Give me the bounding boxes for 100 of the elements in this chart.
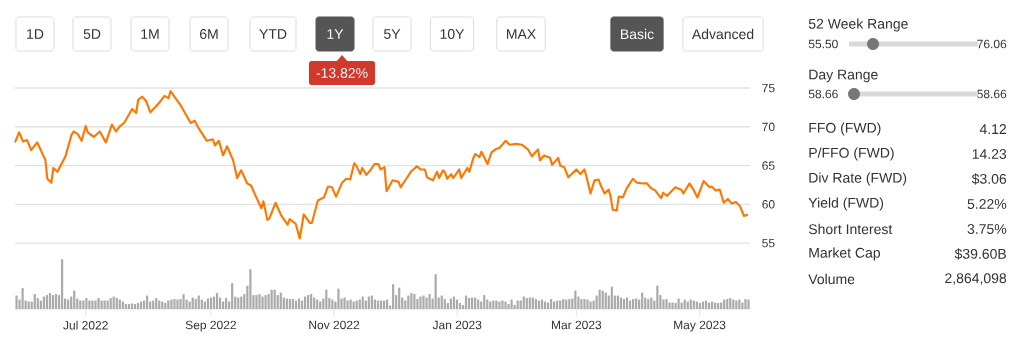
- text: $3.06: [971, 173, 1007, 185]
- bar: [501, 300, 504, 309]
- bar: [307, 295, 310, 309]
- bar: [97, 298, 100, 309]
- text: Market Cap: [809, 247, 881, 261]
- bar: [182, 294, 185, 309]
- text: 1Y: [327, 29, 344, 39]
- bar: [94, 300, 97, 309]
- bar: [656, 285, 659, 309]
- bar: [51, 295, 55, 309]
- text: Advanced: [691, 28, 754, 40]
- bar: [343, 297, 346, 309]
- bar: [483, 295, 486, 309]
- bar: [15, 295, 18, 309]
- text: 2,864,098: [945, 273, 1007, 285]
- text: 10Y: [440, 29, 465, 39]
- bar: [589, 301, 592, 309]
- text: $39.60B: [954, 248, 1006, 260]
- text: Volume: [808, 273, 855, 285]
- bar: [54, 294, 58, 309]
- text: Basic: [621, 28, 654, 40]
- x-tick-label: Jul 2022: [63, 320, 108, 330]
- line-series: [13, 90, 750, 240]
- bar: [127, 304, 130, 309]
- bar: [498, 301, 501, 309]
- text: 1M: [141, 29, 159, 39]
- bar: [662, 299, 665, 309]
- y-tick-label: 55: [762, 238, 775, 248]
- bar: [173, 299, 176, 309]
- bar: [255, 295, 258, 309]
- text: 58.66: [808, 89, 838, 99]
- bar: [434, 274, 437, 309]
- bar: [413, 294, 416, 309]
- bar: [258, 294, 261, 309]
- bar: [674, 303, 677, 309]
- bar: [267, 294, 270, 309]
- text: Short Interest: [808, 223, 893, 235]
- text: 5Y: [384, 29, 401, 39]
- bar: [610, 286, 613, 309]
- x-tick-label: May 2023: [674, 320, 726, 332]
- y-tick-label: 70: [762, 122, 775, 132]
- x-tick-label: Jan 2023: [432, 320, 482, 330]
- text: 6M: [200, 29, 218, 39]
- bar: [422, 295, 425, 309]
- bar: [60, 259, 64, 309]
- text: 1D: [27, 29, 44, 39]
- bar: [583, 299, 586, 309]
- bar: [33, 294, 36, 309]
- bar: [419, 296, 422, 309]
- text: 76.06: [977, 39, 1007, 49]
- bar: [73, 290, 76, 309]
- bar: [507, 304, 510, 309]
- bar: [231, 283, 234, 309]
- text: 5D: [83, 29, 101, 39]
- bar: [249, 269, 252, 309]
- bar: [744, 299, 747, 309]
- text: YTD: [259, 29, 287, 39]
- text: 3.75%: [967, 224, 1007, 234]
- text: Day Range: [809, 69, 878, 83]
- bar: [337, 288, 340, 309]
- text: 52 Week Range: [808, 18, 908, 32]
- bar: [580, 299, 583, 309]
- bar: [392, 284, 395, 309]
- text: MAX: [506, 29, 536, 39]
- bar: [592, 300, 595, 309]
- text: -13.82%: [316, 68, 368, 78]
- bar: [261, 296, 264, 309]
- bar: [443, 299, 446, 309]
- text: FFO (FWD): [809, 122, 881, 136]
- y-tick-label: 60: [762, 200, 775, 209]
- text: 5.22%: [967, 199, 1007, 209]
- bar: [48, 293, 52, 309]
- bar: [574, 290, 577, 309]
- text: 4.12: [979, 124, 1007, 134]
- bar: [21, 288, 24, 309]
- bar: [446, 303, 449, 309]
- bar: [88, 300, 91, 309]
- y-tick-label: 65: [762, 161, 775, 170]
- text: P/FFO (FWD): [809, 147, 894, 161]
- x-tick-label: Nov 2022: [309, 320, 360, 330]
- text: 55.50: [808, 39, 838, 49]
- y-tick-label: 75: [762, 83, 775, 93]
- bar: [665, 299, 668, 309]
- bar: [504, 301, 507, 309]
- bar: [428, 294, 431, 309]
- bar: [510, 299, 513, 309]
- text: 14.23: [972, 149, 1007, 159]
- x-tick-label: Sep 2022: [185, 320, 236, 332]
- text: 58.66: [977, 89, 1007, 99]
- bar: [176, 299, 179, 309]
- bar: [586, 299, 589, 309]
- bar: [425, 297, 428, 309]
- bar: [668, 302, 671, 309]
- bar: [747, 299, 750, 309]
- text: Yield (FWD): [808, 197, 884, 211]
- x-tick-label: Mar 2023: [551, 320, 602, 330]
- bar: [671, 302, 674, 309]
- text: Div Rate (FWD): [809, 172, 907, 186]
- bar: [264, 295, 267, 309]
- bar: [91, 300, 94, 309]
